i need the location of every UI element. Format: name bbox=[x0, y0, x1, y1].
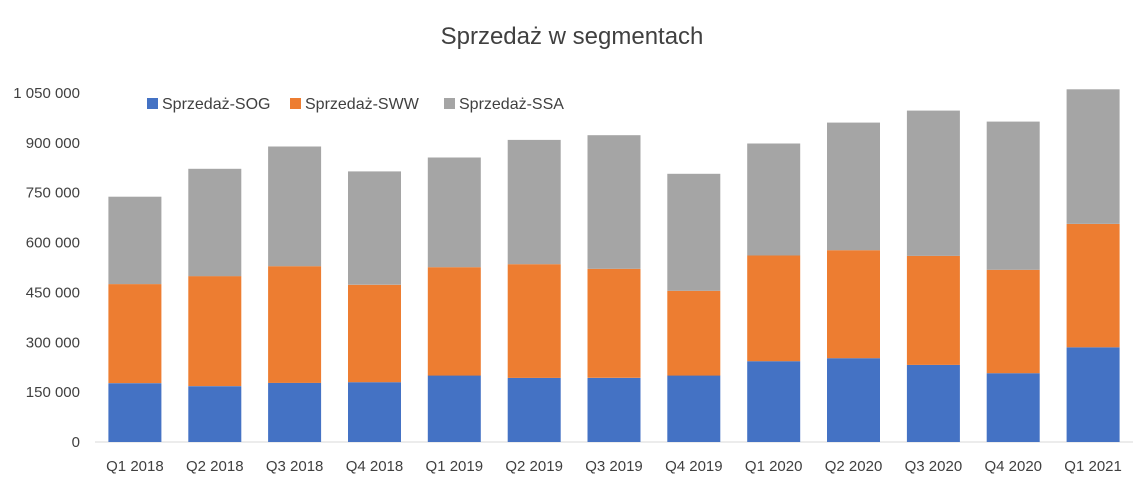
x-tick-label: Q4 2018 bbox=[346, 458, 404, 475]
bar-sprzeda-ssa-1 bbox=[188, 168, 242, 277]
x-tick-label: Q4 2019 bbox=[665, 458, 723, 475]
bar-sprzeda-sww-9 bbox=[827, 250, 880, 359]
x-tick-label: Q3 2019 bbox=[585, 458, 643, 475]
bar-sprzeda-sww-0 bbox=[108, 284, 162, 384]
bar-sprzeda-sog-8 bbox=[747, 361, 801, 442]
y-tick-label: 750 000 bbox=[26, 185, 80, 202]
y-tick-label: 600 000 bbox=[26, 235, 80, 252]
bar-sprzeda-sog-1 bbox=[188, 386, 242, 442]
bar-sprzeda-sww-6 bbox=[587, 268, 641, 378]
bar-sprzeda-sog-2 bbox=[268, 382, 322, 442]
bar-sprzeda-sww-5 bbox=[507, 264, 561, 378]
y-tick-label: 1 050 000 bbox=[13, 85, 80, 102]
bar-sprzeda-sog-3 bbox=[348, 382, 401, 442]
legend-swatch bbox=[290, 98, 301, 109]
y-tick-label: 450 000 bbox=[26, 284, 80, 301]
y-tick-label: 0 bbox=[72, 434, 80, 451]
bar-sprzeda-ssa-8 bbox=[747, 143, 801, 256]
x-tick-label: Q1 2021 bbox=[1064, 458, 1122, 475]
x-tick-label: Q4 2020 bbox=[984, 458, 1042, 475]
x-tick-label: Q3 2020 bbox=[905, 458, 963, 475]
bar-sprzeda-sww-3 bbox=[348, 284, 401, 383]
bar-sprzeda-sww-7 bbox=[667, 290, 721, 376]
bar-sprzeda-ssa-3 bbox=[348, 171, 401, 285]
x-tick-label: Q2 2018 bbox=[186, 458, 244, 475]
bar-sprzeda-sww-11 bbox=[986, 269, 1040, 374]
bar-sprzeda-sog-11 bbox=[986, 373, 1040, 442]
x-tick-label: Q1 2019 bbox=[426, 458, 484, 475]
bar-sprzeda-sog-4 bbox=[427, 375, 481, 442]
legend-label: Sprzedaż-SWW bbox=[305, 96, 420, 113]
bar-sprzeda-sog-7 bbox=[667, 375, 721, 442]
bar-sprzeda-ssa-2 bbox=[268, 146, 322, 267]
bar-sprzeda-sww-10 bbox=[906, 255, 960, 365]
y-tick-label: 300 000 bbox=[26, 334, 80, 351]
chart-title: Sprzedaż w segmentach bbox=[441, 23, 704, 50]
x-tick-label: Q1 2018 bbox=[106, 458, 164, 475]
bar-sprzeda-ssa-12 bbox=[1066, 89, 1120, 224]
bar-sprzeda-ssa-6 bbox=[587, 135, 641, 269]
legend-swatch bbox=[147, 98, 158, 109]
y-tick-label: 900 000 bbox=[26, 135, 80, 152]
bar-sprzeda-ssa-11 bbox=[986, 121, 1040, 270]
y-tick-label: 150 000 bbox=[26, 384, 80, 401]
x-tick-label: Q2 2020 bbox=[825, 458, 883, 475]
bar-sprzeda-sog-10 bbox=[906, 364, 960, 442]
y-axis: 0 150 000 300 000 450 000 600 000 750 000 900 … bbox=[13, 85, 80, 451]
bar-sprzeda-sww-2 bbox=[268, 266, 322, 383]
bar-series-group bbox=[108, 89, 1120, 442]
bar-sprzeda-ssa-0 bbox=[108, 196, 162, 285]
bar-sprzeda-ssa-10 bbox=[906, 110, 960, 256]
bar-sprzeda-ssa-9 bbox=[827, 122, 880, 251]
x-tick-label: Q1 2020 bbox=[745, 458, 803, 475]
x-tick-label: Q3 2018 bbox=[266, 458, 324, 475]
legend-swatch bbox=[444, 98, 455, 109]
bar-sprzeda-sww-4 bbox=[427, 267, 481, 376]
bar-sprzeda-ssa-4 bbox=[427, 157, 481, 268]
bar-sprzeda-sww-12 bbox=[1066, 224, 1120, 348]
x-axis: Q1 2018 Q2 2018 Q3 2018 Q4 2018 Q1 2019 Q2 20… bbox=[95, 441, 1133, 475]
bar-sprzeda-sog-5 bbox=[507, 377, 561, 442]
bar-sprzeda-sww-1 bbox=[188, 276, 242, 387]
legend-label: Sprzedaż-SSA bbox=[459, 96, 564, 113]
x-tick-label: Q2 2019 bbox=[505, 458, 563, 475]
legend-label: Sprzedaż-SOG bbox=[162, 96, 270, 113]
legend: Sprzedaż-SOG Sprzedaż-SWW Sprzedaż-SSA bbox=[147, 96, 564, 113]
bar-sprzeda-ssa-7 bbox=[667, 173, 721, 291]
bar-sprzeda-sog-6 bbox=[587, 377, 641, 442]
bar-sprzeda-sog-9 bbox=[827, 358, 880, 442]
bar-sprzeda-ssa-5 bbox=[507, 139, 561, 265]
bar-sprzeda-sog-12 bbox=[1066, 347, 1120, 442]
bar-sprzeda-sww-8 bbox=[747, 255, 801, 362]
bar-sprzeda-sog-0 bbox=[108, 383, 162, 442]
